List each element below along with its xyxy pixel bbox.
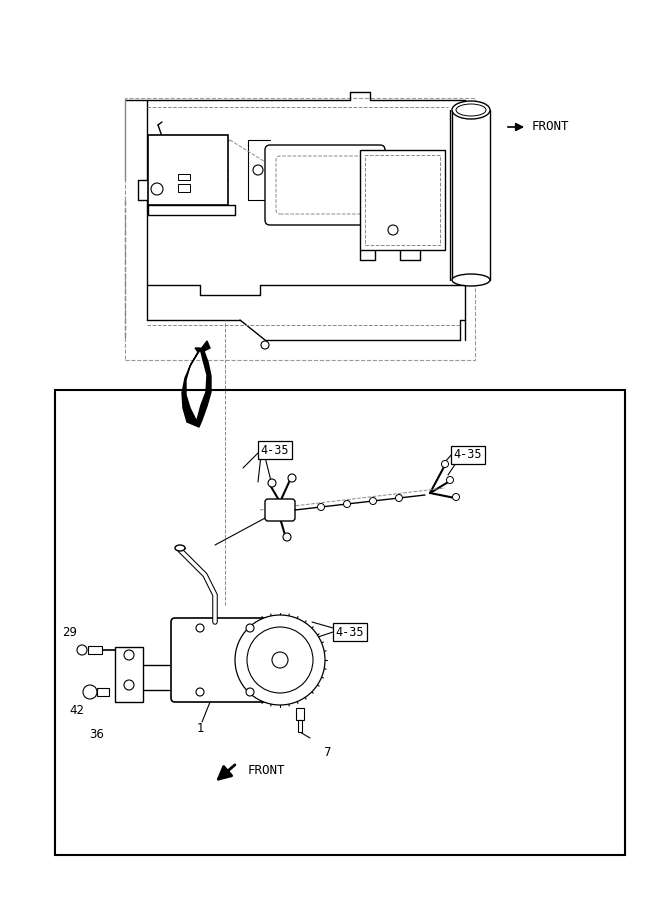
Circle shape [317,503,325,510]
Bar [115,647,143,702]
Circle shape [261,341,269,349]
Circle shape [196,624,204,632]
Bar [296,708,304,720]
Circle shape [77,645,87,655]
Circle shape [396,494,402,501]
Text: 1: 1 [196,722,203,734]
Ellipse shape [175,545,185,551]
Circle shape [344,500,350,508]
Circle shape [124,650,134,660]
Bar [365,155,440,245]
FancyBboxPatch shape [265,499,295,521]
Circle shape [388,225,398,235]
Circle shape [442,461,448,467]
Circle shape [288,474,296,482]
Circle shape [370,498,376,505]
Bar [148,135,228,205]
Bar [360,150,445,250]
Circle shape [247,627,313,693]
Bar [178,184,190,192]
Circle shape [452,493,460,500]
Text: 29: 29 [63,626,77,638]
Bar [178,174,190,180]
Bar [97,688,109,696]
FancyBboxPatch shape [171,618,274,702]
Text: 42: 42 [69,704,85,716]
Text: 4-35: 4-35 [261,444,289,456]
Ellipse shape [452,274,490,286]
Circle shape [151,183,163,195]
Text: 7: 7 [324,746,331,760]
Bar [88,646,102,654]
Polygon shape [182,341,211,427]
Circle shape [272,652,288,668]
Circle shape [83,685,97,699]
Circle shape [246,624,254,632]
Circle shape [235,615,325,705]
Circle shape [124,680,134,690]
Circle shape [246,688,254,696]
Bar [452,110,490,280]
FancyBboxPatch shape [265,145,385,225]
Bar [125,98,475,360]
Text: 4-35: 4-35 [336,626,364,638]
Bar [298,720,302,732]
Bar [55,390,625,855]
Circle shape [283,533,291,541]
Ellipse shape [452,101,490,119]
Circle shape [446,476,454,483]
Circle shape [196,688,204,696]
Ellipse shape [456,104,486,116]
Text: 36: 36 [89,727,105,741]
Circle shape [268,479,276,487]
Text: 4-35: 4-35 [454,448,482,462]
Text: FRONT: FRONT [248,763,285,777]
Circle shape [253,165,263,175]
Text: FRONT: FRONT [532,121,570,133]
